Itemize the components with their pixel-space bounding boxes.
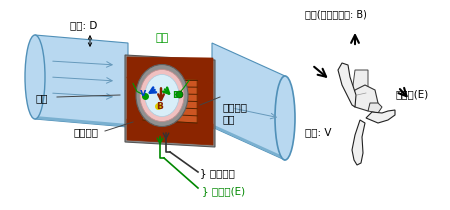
- Ellipse shape: [145, 75, 179, 117]
- Polygon shape: [212, 43, 285, 160]
- Polygon shape: [352, 120, 365, 165]
- Polygon shape: [125, 55, 215, 147]
- Ellipse shape: [275, 76, 295, 160]
- Text: 测量流体
管道: 测量流体 管道: [222, 102, 247, 124]
- Text: 流速: V: 流速: V: [305, 127, 332, 137]
- Polygon shape: [127, 57, 213, 83]
- Ellipse shape: [25, 35, 45, 119]
- Text: } 励磁电流: } 励磁电流: [200, 168, 235, 178]
- Polygon shape: [35, 116, 128, 127]
- Ellipse shape: [140, 70, 184, 122]
- Ellipse shape: [136, 64, 188, 126]
- Text: E: E: [172, 91, 178, 100]
- Polygon shape: [197, 81, 213, 129]
- Text: v: v: [140, 88, 146, 98]
- Text: 衬里: 衬里: [35, 93, 48, 103]
- Polygon shape: [143, 77, 197, 123]
- Polygon shape: [366, 110, 395, 123]
- Polygon shape: [212, 124, 285, 160]
- Text: } 电动势(E): } 电动势(E): [202, 186, 245, 196]
- Polygon shape: [338, 63, 356, 107]
- Text: 电动势(E): 电动势(E): [395, 89, 428, 99]
- Text: 磁场(磁通量密度: B): 磁场(磁通量密度: B): [305, 9, 367, 19]
- Polygon shape: [352, 70, 368, 93]
- Text: 内径: D: 内径: D: [70, 20, 97, 30]
- Polygon shape: [350, 85, 378, 111]
- Text: B: B: [156, 102, 163, 111]
- Polygon shape: [127, 119, 213, 145]
- Text: 电极: 电极: [155, 33, 168, 43]
- Polygon shape: [127, 77, 143, 124]
- Polygon shape: [368, 103, 382, 113]
- Text: 励磁线圈: 励磁线圈: [73, 127, 98, 137]
- Polygon shape: [35, 35, 128, 127]
